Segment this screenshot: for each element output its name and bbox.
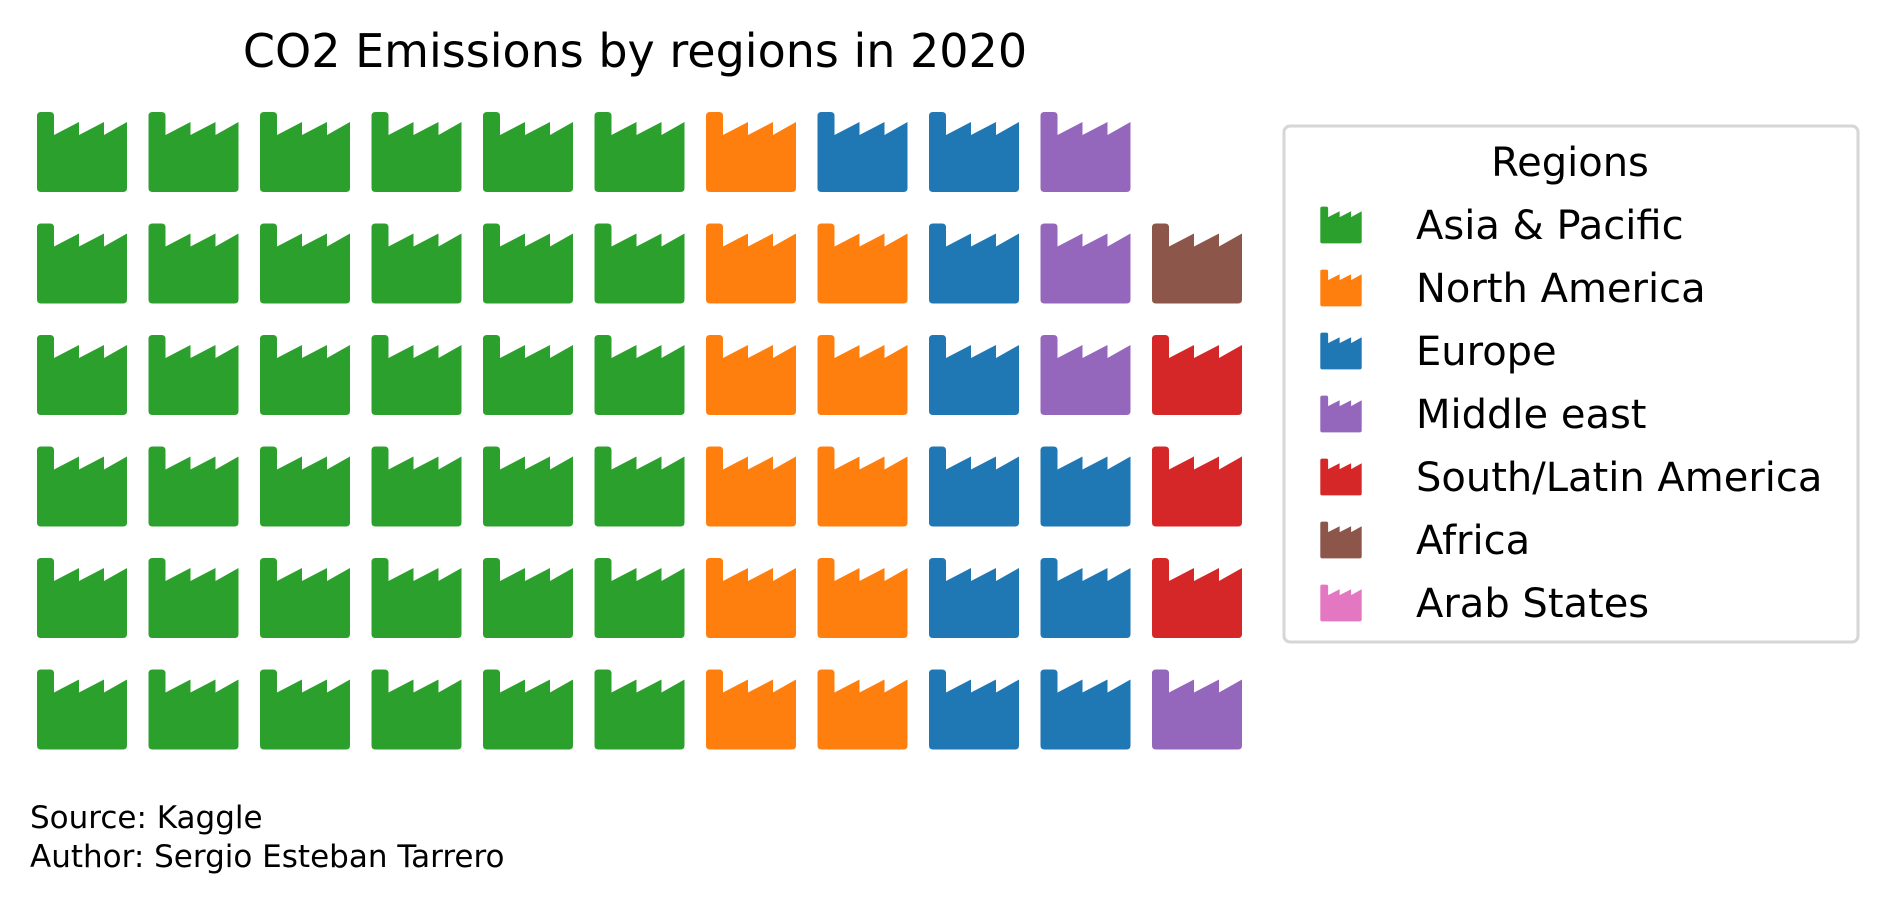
factory-icon [594, 669, 685, 750]
factory-icon [1040, 558, 1131, 638]
factory-icon [371, 112, 462, 192]
legend: Regions Asia & Pacific North America Europ… [1282, 124, 1860, 644]
factory-icon [37, 223, 127, 304]
legend-frame [1282, 124, 1860, 644]
factory-icon [148, 335, 239, 415]
factory-icon [817, 558, 908, 638]
chart-title: CO2 Emissions by regions in 2020 [243, 24, 1027, 78]
factory-icon [706, 669, 796, 750]
factory-icon [260, 223, 350, 304]
factory-icon [706, 446, 796, 527]
factory-icon [483, 112, 573, 192]
factory-icon [817, 112, 908, 192]
legend-label: North America [1416, 266, 1706, 312]
factory-icon [929, 446, 1019, 527]
legend-item: Europe [1320, 329, 1557, 375]
icon-grid [37, 112, 1242, 750]
factory-icon [706, 223, 796, 304]
factory-icon [929, 223, 1019, 304]
factory-icon [929, 669, 1019, 750]
factory-icon [706, 335, 796, 415]
legend-item: Middle east [1320, 392, 1647, 438]
factory-icon [148, 223, 239, 304]
legend-label: Europe [1416, 329, 1557, 375]
factory-icon [148, 558, 239, 638]
factory-icon [148, 669, 239, 750]
legend-item: Arab States [1320, 581, 1649, 627]
factory-icon [37, 558, 127, 638]
factory-icon [37, 669, 127, 750]
factory-icon [148, 446, 239, 527]
legend-label: Africa [1416, 518, 1530, 564]
legend-item: North America [1320, 266, 1706, 312]
factory-icon [1152, 558, 1242, 638]
factory-icon [371, 669, 462, 750]
factory-icon [706, 558, 796, 638]
factory-icon [594, 112, 685, 192]
factory-icon [1040, 669, 1131, 750]
factory-icon [1040, 223, 1131, 304]
legend-items: Asia & Pacific North America Europe Middle … [1320, 203, 1822, 627]
factory-icon [706, 112, 796, 192]
factory-icon [483, 669, 573, 750]
factory-icon [483, 335, 573, 415]
factory-icon [483, 223, 573, 304]
source-caption: Source: Kaggle [30, 800, 263, 836]
legend-label: South/Latin America [1416, 455, 1822, 501]
legend-item: Asia & Pacific [1320, 203, 1684, 249]
factory-icon [371, 446, 462, 527]
factory-icon [1040, 112, 1131, 192]
factory-icon [483, 446, 573, 527]
factory-icon [1040, 446, 1131, 527]
factory-icon [594, 223, 685, 304]
factory-icon [1040, 335, 1131, 415]
factory-icon [148, 112, 239, 192]
factory-icon [37, 112, 127, 192]
legend-item: Africa [1320, 518, 1530, 564]
factory-icon [260, 112, 350, 192]
legend-label: Arab States [1416, 581, 1649, 627]
factory-icon [37, 335, 127, 415]
factory-icon [929, 335, 1019, 415]
factory-icon [594, 446, 685, 527]
factory-icon [1152, 223, 1242, 304]
factory-icon [1152, 669, 1242, 750]
factory-icon [371, 558, 462, 638]
legend-title: Regions [1491, 140, 1649, 186]
legend-item: South/Latin America [1320, 455, 1822, 501]
legend-label: Asia & Pacific [1416, 203, 1684, 249]
factory-icon [260, 446, 350, 527]
legend-label: Middle east [1416, 392, 1647, 438]
factory-icon [594, 558, 685, 638]
author-caption: Author: Sergio Esteban Tarrero [30, 839, 505, 875]
factory-icon [260, 335, 350, 415]
factory-icon [371, 223, 462, 304]
factory-icon [371, 335, 462, 415]
factory-icon [817, 335, 908, 415]
factory-icon [37, 446, 127, 527]
factory-icon [1152, 446, 1242, 527]
factory-icon [929, 112, 1019, 192]
factory-icon [817, 446, 908, 527]
factory-icon [929, 558, 1019, 638]
factory-icon [817, 223, 908, 304]
factory-icon [483, 558, 573, 638]
factory-icon [817, 669, 908, 750]
factory-icon [1152, 335, 1242, 415]
factory-icon [594, 335, 685, 415]
factory-icon [260, 558, 350, 638]
factory-icon [260, 669, 350, 750]
